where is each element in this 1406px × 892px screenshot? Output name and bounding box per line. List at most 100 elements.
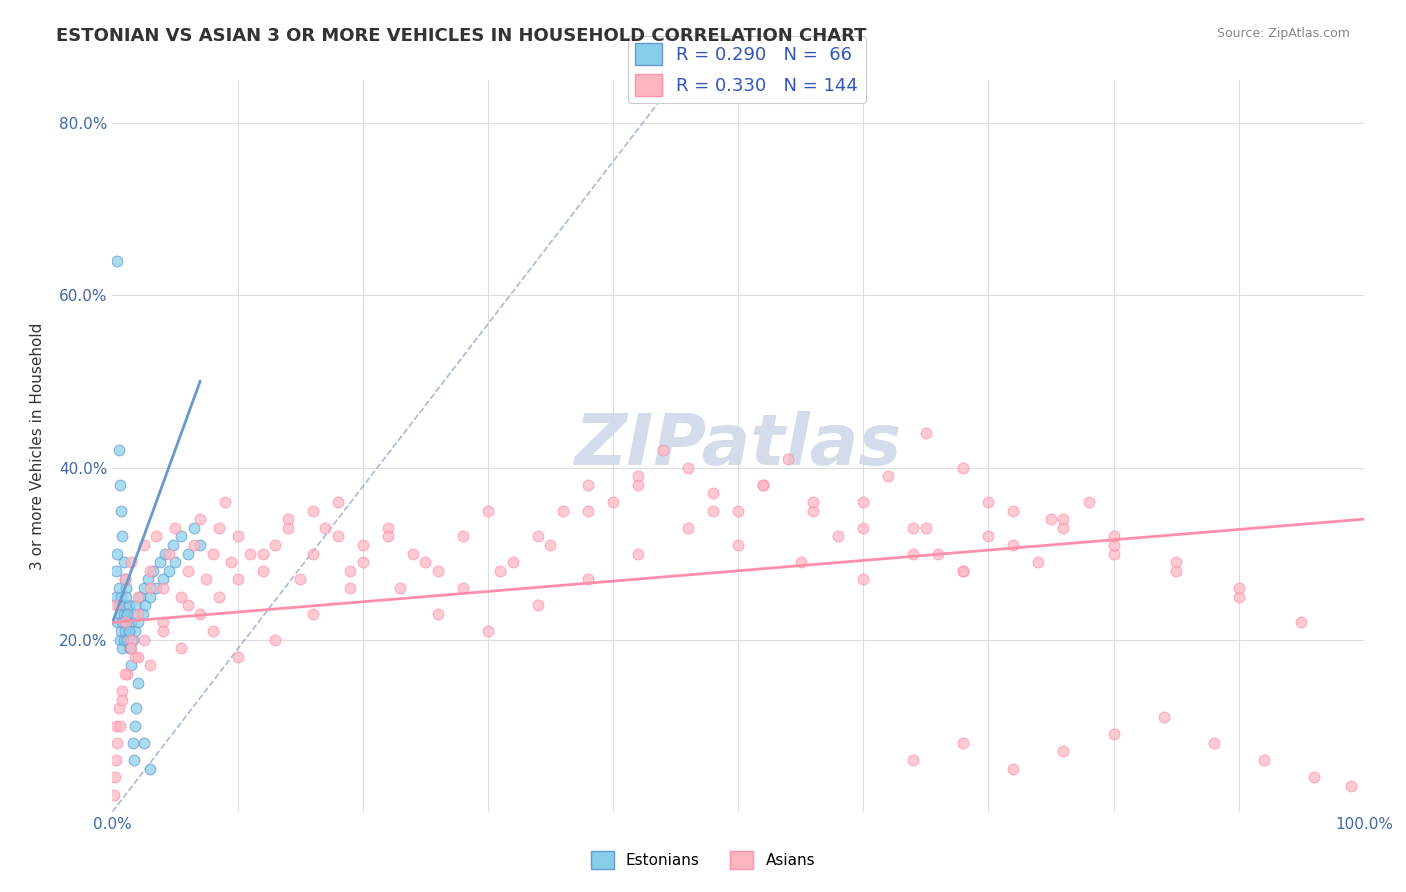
Point xyxy=(1102,538,1125,552)
Point xyxy=(131,607,153,621)
Point xyxy=(214,495,236,509)
Point xyxy=(301,547,323,561)
Point xyxy=(377,521,399,535)
Point xyxy=(1291,615,1313,630)
Point xyxy=(107,581,129,595)
Point xyxy=(952,460,974,475)
Point xyxy=(139,658,162,673)
Point xyxy=(1227,581,1250,595)
Point xyxy=(915,426,938,441)
Point xyxy=(208,590,231,604)
Point xyxy=(124,719,146,733)
Point xyxy=(112,632,135,647)
Point xyxy=(727,538,749,552)
Point xyxy=(264,632,287,647)
Point xyxy=(127,675,149,690)
Y-axis label: 3 or more Vehicles in Household: 3 or more Vehicles in Household xyxy=(31,322,45,570)
Point xyxy=(339,564,361,578)
Point xyxy=(226,573,249,587)
Point xyxy=(105,590,128,604)
Point xyxy=(852,573,875,587)
Point xyxy=(676,521,699,535)
Point xyxy=(426,607,449,621)
Point xyxy=(451,581,474,595)
Text: ZIPatlas: ZIPatlas xyxy=(575,411,901,481)
Point xyxy=(527,529,550,543)
Point xyxy=(352,555,374,569)
Point xyxy=(127,649,149,664)
Point xyxy=(502,555,524,569)
Point xyxy=(752,477,775,491)
Point xyxy=(121,632,143,647)
Point xyxy=(104,770,127,784)
Point xyxy=(652,443,675,458)
Point xyxy=(176,564,198,578)
Point xyxy=(727,503,749,517)
Point xyxy=(111,529,134,543)
Point xyxy=(117,632,139,647)
Point xyxy=(118,624,141,638)
Point xyxy=(139,564,162,578)
Point xyxy=(239,547,262,561)
Point xyxy=(977,495,1000,509)
Point xyxy=(115,581,138,595)
Point xyxy=(201,624,224,638)
Point xyxy=(114,624,136,638)
Point xyxy=(188,512,211,526)
Point xyxy=(107,615,129,630)
Point xyxy=(801,495,824,509)
Point xyxy=(977,529,1000,543)
Point xyxy=(124,624,146,638)
Point xyxy=(1039,512,1063,526)
Point xyxy=(170,641,193,656)
Point xyxy=(132,632,155,647)
Point xyxy=(118,598,141,612)
Point xyxy=(108,477,131,491)
Point xyxy=(120,615,142,630)
Point xyxy=(1002,538,1025,552)
Point xyxy=(117,667,139,681)
Point xyxy=(117,607,139,621)
Point xyxy=(183,538,205,552)
Point xyxy=(352,538,374,552)
Point xyxy=(326,495,349,509)
Point xyxy=(107,701,129,715)
Point xyxy=(127,615,149,630)
Point xyxy=(118,641,141,656)
Point xyxy=(377,529,399,543)
Point xyxy=(451,529,474,543)
Point xyxy=(110,590,132,604)
Point xyxy=(551,503,574,517)
Point xyxy=(132,736,155,750)
Point xyxy=(827,529,849,543)
Point xyxy=(114,573,136,587)
Point xyxy=(153,547,176,561)
Point xyxy=(149,555,172,569)
Point xyxy=(132,581,155,595)
Point xyxy=(110,503,132,517)
Point xyxy=(903,521,925,535)
Point xyxy=(477,624,499,638)
Point xyxy=(264,538,287,552)
Point xyxy=(107,547,129,561)
Point xyxy=(107,443,129,458)
Point xyxy=(1102,547,1125,561)
Point xyxy=(129,590,152,604)
Point xyxy=(112,555,135,569)
Point xyxy=(108,632,131,647)
Point xyxy=(790,555,813,569)
Point xyxy=(413,555,436,569)
Point xyxy=(157,564,180,578)
Point xyxy=(157,547,180,561)
Point xyxy=(121,736,143,750)
Point xyxy=(118,641,141,656)
Point xyxy=(208,521,231,535)
Point xyxy=(952,564,974,578)
Point xyxy=(122,607,145,621)
Point xyxy=(477,503,499,517)
Point xyxy=(927,547,949,561)
Point xyxy=(1002,503,1025,517)
Legend: Estonians, Asians: Estonians, Asians xyxy=(585,845,821,875)
Point xyxy=(702,503,724,517)
Point xyxy=(105,753,128,767)
